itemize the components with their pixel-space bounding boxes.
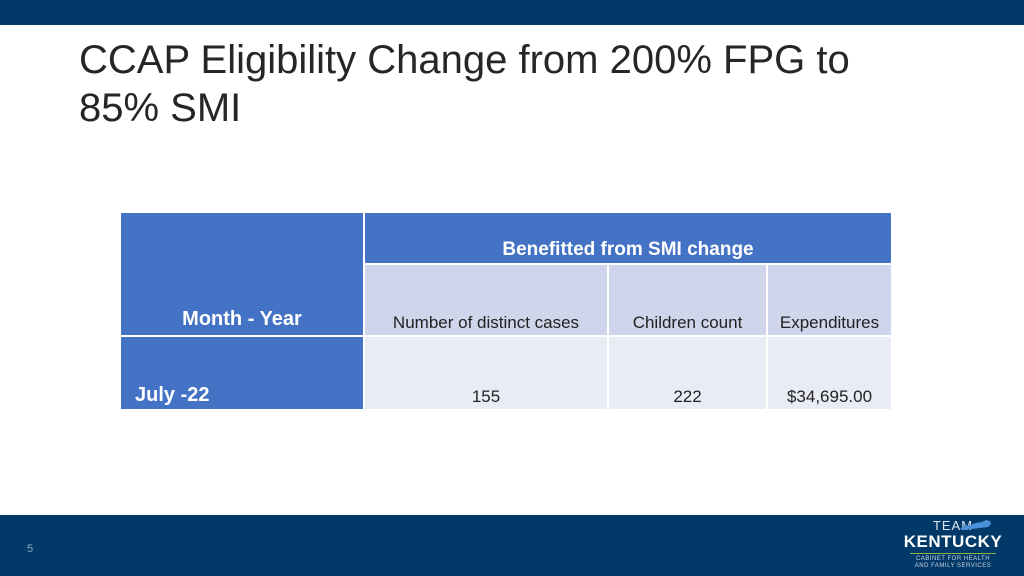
distinct-cases-header: Number of distinct cases (363, 263, 609, 337)
cases-cell: 155 (363, 335, 609, 411)
top-banner (0, 0, 1024, 25)
logo-services-text: AND FAMILY SERVICES (914, 563, 992, 569)
slide-title: CCAP Eligibility Change from 200% FPG to… (79, 38, 850, 130)
kentucky-state-icon (960, 520, 991, 530)
page-number: 5 (27, 543, 34, 555)
expenditures-cell: $34,695.00 (766, 335, 893, 411)
month-year-header: Month - Year (119, 211, 365, 337)
logo-divider (910, 553, 996, 554)
expenditures-header: Expenditures (766, 263, 893, 337)
month-cell: July -22 (119, 335, 365, 411)
children-cell: 222 (607, 335, 768, 411)
footer-banner: 5 TEAM KENTUCKY CABINET FOR HEALTH AND F… (0, 515, 1024, 576)
eligibility-table: Month - Year Benefitted from SMI change … (119, 211, 893, 411)
logo-cabinet-text: CABINET FOR HEALTH (915, 556, 991, 562)
table-row: July -22 155 222 $34,695.00 (119, 335, 893, 411)
children-count-header: Children count (607, 263, 768, 337)
team-kentucky-logo: TEAM KENTUCKY CABINET FOR HEALTH AND FAM… (900, 519, 1006, 573)
logo-kentucky-text: KENTUCKY (903, 532, 1003, 551)
benefitted-group-header: Benefitted from SMI change (363, 211, 893, 265)
